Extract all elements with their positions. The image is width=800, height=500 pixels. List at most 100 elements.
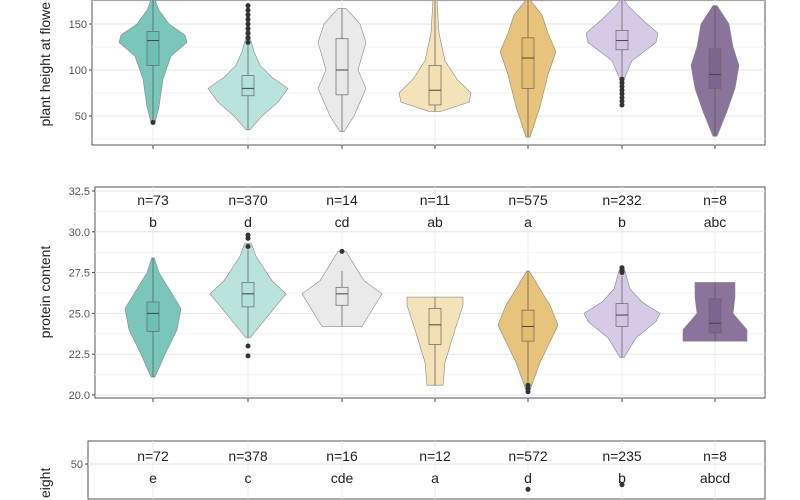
outlier-point — [619, 76, 625, 82]
box — [146, 301, 160, 332]
outlier-point — [245, 35, 251, 41]
outlier-point — [245, 21, 251, 27]
outlier-point — [245, 343, 251, 349]
outlier-point — [245, 26, 251, 32]
y-tick-label: 150 — [69, 19, 87, 31]
panel-3: 50 eight n=72 e n=378 c n=16 cde n=12 a n=572 d n=23… — [37, 440, 766, 500]
outlier-point — [619, 265, 625, 271]
box — [708, 48, 722, 89]
n-label: n=232 — [602, 192, 642, 208]
box — [428, 308, 442, 345]
violin-group-7: n=8 abcd — [700, 448, 730, 486]
n-label: n=73 — [137, 192, 169, 208]
outlier-point — [245, 243, 251, 249]
group-letter: a — [431, 470, 439, 486]
n-label: n=16 — [326, 448, 358, 464]
n-label: n=14 — [326, 192, 358, 208]
y-tick-label: 50 — [71, 459, 83, 471]
outlier-point — [245, 353, 251, 359]
violin-group-4: n=12 a — [419, 448, 451, 486]
box — [241, 75, 255, 97]
violin-group-7 — [690, 5, 740, 137]
group-letter: a — [524, 214, 532, 230]
violin-group-6: n=232 b — [583, 192, 661, 358]
n-label: n=378 — [228, 448, 268, 464]
y-tick-label: 32.5 — [69, 186, 90, 198]
y-tick-label: 50 — [75, 111, 87, 123]
outlier-point — [245, 232, 251, 238]
outlier-point — [525, 382, 531, 388]
violin-group-5: n=572 d — [508, 448, 548, 492]
box — [335, 38, 349, 96]
violin-group-3: n=14 cd — [301, 192, 383, 327]
box — [708, 298, 722, 334]
group-letter: d — [244, 214, 252, 230]
y-tick-label: 27.5 — [69, 268, 90, 280]
outlier-point — [245, 12, 251, 18]
outlier-point — [619, 91, 625, 97]
box — [521, 309, 535, 342]
outlier-point — [245, 16, 251, 22]
y-axis-label: plant height at flowe — [37, 2, 53, 127]
outlier-point — [245, 3, 251, 9]
outlier-point — [619, 482, 625, 488]
y-tick-label: 20.0 — [69, 390, 90, 402]
y-axis-label: protein content — [37, 246, 53, 339]
y-tick-label: 30.0 — [69, 227, 90, 239]
group-letter: e — [149, 470, 157, 486]
panel-border — [87, 440, 766, 500]
n-label: n=572 — [508, 448, 548, 464]
box — [521, 37, 535, 89]
violin-group-5: n=575 a — [497, 192, 559, 395]
outlier-point — [619, 98, 625, 104]
n-label: n=235 — [602, 448, 642, 464]
violin-group-3: n=16 cde — [326, 448, 358, 486]
violin-group-2 — [207, 3, 289, 131]
group-letter: b — [149, 214, 157, 230]
group-letter: abc — [704, 214, 727, 230]
outlier-point — [339, 248, 345, 254]
outlier-point — [245, 7, 251, 13]
n-label: n=8 — [703, 448, 727, 464]
violin-group-3 — [317, 8, 367, 132]
group-letter: c — [245, 470, 252, 486]
y-tick-label: 25.0 — [69, 308, 90, 320]
violin-group-1: n=73 b — [124, 192, 182, 378]
panel-2: 20.0 22.5 25.0 27.5 30.0 32.5 protein content n… — [37, 186, 766, 402]
box — [241, 282, 255, 308]
violin-group-1: n=72 e — [137, 448, 169, 486]
outlier-point — [525, 486, 531, 492]
outlier-point — [150, 119, 156, 125]
violin-group-2: n=370 d — [209, 192, 287, 359]
outlier-point — [245, 30, 251, 36]
violin-group-6: n=235 b — [602, 448, 642, 488]
violin-group-2: n=378 c — [228, 448, 268, 486]
n-label: n=370 — [228, 192, 268, 208]
y-axis-label: eight — [37, 468, 53, 498]
outlier-point — [619, 80, 625, 86]
panel-1: 50 100 150 plant height at flowe — [37, 0, 766, 149]
n-label: n=12 — [419, 448, 451, 464]
violin-group-6 — [585, 0, 659, 108]
n-label: n=575 — [508, 192, 548, 208]
n-label: n=11 — [420, 192, 451, 208]
outlier-point — [245, 39, 251, 45]
outlier-point — [619, 102, 625, 108]
y-tick-label: 100 — [69, 65, 87, 77]
outlier-point — [619, 87, 625, 93]
group-letter: d — [524, 470, 532, 486]
n-label: n=72 — [137, 448, 169, 464]
group-letter: b — [618, 214, 626, 230]
group-letter: ab — [427, 214, 443, 230]
box — [146, 31, 160, 66]
outlier-point — [619, 95, 625, 101]
violin-group-4: n=11 ab — [406, 192, 464, 386]
outlier-point — [619, 84, 625, 90]
group-letter: cde — [331, 470, 354, 486]
group-letter: cd — [335, 214, 350, 230]
group-letter: abcd — [700, 470, 730, 486]
violin-group-4 — [398, 0, 472, 112]
violin-group-7: n=8 abc — [682, 192, 748, 342]
violin-group-1 — [118, 0, 188, 125]
